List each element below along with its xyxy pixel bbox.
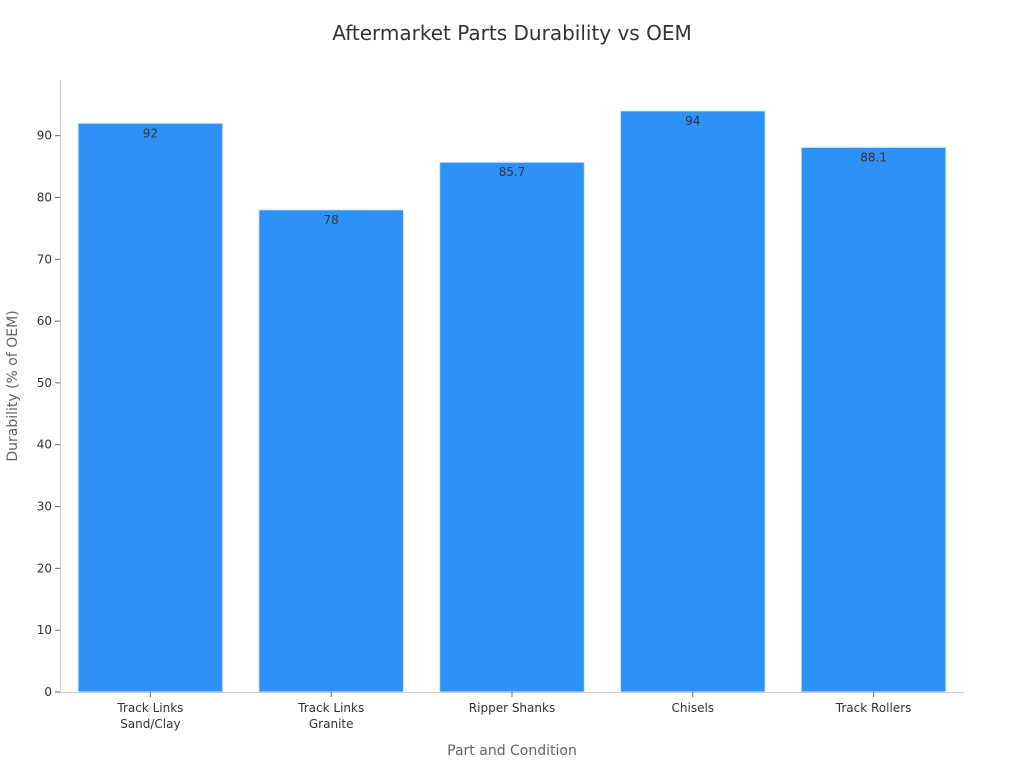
x-tick-label-1-1: Granite [309,717,354,731]
x-ticks-group: Track Links Sand/Clay Track Links Granite Ri… [116,692,911,731]
x-tick-label-0-0: Track Links [116,701,183,715]
x-tick-label-4-0: Track Rollers [835,701,912,715]
chart-title: Aftermarket Parts Durability vs OEM [332,21,691,45]
y-tick-label-1: 10 [37,623,52,637]
data-label-3: 94 [685,114,700,128]
y-tick-label-9: 90 [37,129,52,143]
y-tick-label-3: 30 [37,500,52,514]
data-label-0: 92 [143,126,158,140]
bar-3 [619,110,766,693]
y-tick-label-4: 40 [37,438,52,452]
data-label-1: 78 [324,213,339,227]
y-tick-label-2: 20 [37,561,52,575]
data-label-2: 85.7 [499,165,526,179]
x-tick-label-0-1: Sand/Clay [120,717,180,731]
x-tick-label-3-0: Chisels [672,701,715,715]
y-tick-label-6: 60 [37,314,52,328]
y-ticks-group: 0 10 20 30 40 50 60 70 80 90 [37,129,60,699]
bar-4 [800,146,947,693]
y-axis-title: Durability (% of OEM) [5,310,21,461]
bar-2 [439,161,585,693]
y-tick-label-5: 50 [37,376,52,390]
y-tick-label-0: 0 [44,685,52,699]
bar-1 [258,209,405,693]
data-label-4: 88.1 [860,150,887,164]
y-tick-label-7: 70 [37,252,52,266]
bar-0 [77,122,224,693]
bars-group [77,110,947,693]
x-axis-title: Part and Condition [447,743,577,759]
x-tick-label-1-0: Track Links [297,701,364,715]
x-tick-label-2-0: Ripper Shanks [469,701,555,715]
data-labels-group: 92 78 85.7 94 88.1 [143,114,887,227]
y-tick-label-8: 80 [37,190,52,204]
